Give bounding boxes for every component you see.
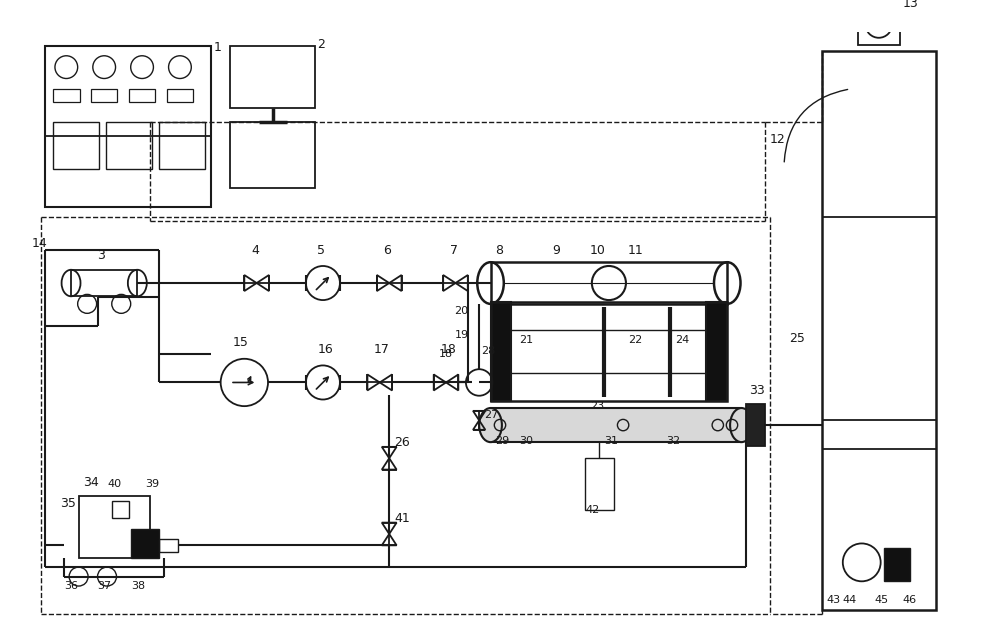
Bar: [746, 404, 765, 446]
Text: 14: 14: [31, 237, 47, 250]
Text: 40: 40: [107, 478, 121, 488]
Text: 35: 35: [60, 497, 76, 510]
Text: 18: 18: [440, 343, 456, 356]
Bar: [822, 51, 936, 610]
Bar: [491, 408, 741, 442]
Text: 31: 31: [604, 436, 618, 446]
Ellipse shape: [730, 408, 753, 442]
Bar: [159, 539, 178, 552]
Text: 39: 39: [145, 478, 159, 488]
Bar: [106, 122, 152, 169]
Text: 21: 21: [519, 334, 533, 345]
Text: 43: 43: [827, 595, 841, 605]
Bar: [91, 89, 117, 102]
Text: 24: 24: [675, 334, 689, 345]
Text: 13: 13: [902, 0, 918, 10]
Text: 29: 29: [495, 436, 510, 446]
Text: 20: 20: [455, 306, 469, 316]
Text: 2: 2: [317, 38, 325, 51]
Text: 11: 11: [628, 244, 644, 257]
Text: 46: 46: [902, 595, 917, 605]
Text: 3: 3: [97, 249, 104, 262]
Bar: [706, 302, 727, 401]
Text: 44: 44: [843, 595, 857, 605]
Text: 38: 38: [131, 581, 145, 591]
Text: 23: 23: [590, 401, 604, 411]
Text: 37: 37: [98, 581, 112, 591]
Text: 22: 22: [628, 334, 642, 345]
Text: 6: 6: [384, 244, 391, 257]
Bar: [858, 4, 900, 45]
Text: 32: 32: [666, 436, 680, 446]
Text: 45: 45: [874, 595, 888, 605]
Text: 18: 18: [438, 349, 453, 359]
Bar: [129, 89, 155, 102]
Text: 28: 28: [481, 346, 495, 356]
Text: 1: 1: [214, 41, 222, 54]
Bar: [491, 302, 727, 401]
Text: 27: 27: [484, 410, 498, 420]
Bar: [491, 302, 511, 401]
Bar: [585, 458, 614, 510]
Bar: [884, 548, 910, 581]
Text: 7: 7: [450, 244, 458, 257]
Text: 17: 17: [374, 343, 390, 356]
Text: 25: 25: [789, 331, 805, 345]
Text: 36: 36: [64, 581, 78, 591]
Ellipse shape: [479, 408, 502, 442]
Bar: [167, 89, 193, 102]
Bar: [230, 46, 315, 108]
Bar: [112, 501, 129, 518]
Text: 5: 5: [317, 244, 325, 257]
Text: 34: 34: [83, 476, 99, 488]
Bar: [45, 46, 211, 207]
Text: 10: 10: [590, 244, 606, 257]
Text: 15: 15: [233, 336, 249, 350]
FancyArrowPatch shape: [784, 90, 848, 162]
Bar: [159, 122, 205, 169]
Bar: [53, 89, 80, 102]
Bar: [71, 270, 137, 297]
Bar: [79, 496, 150, 558]
Text: 42: 42: [585, 505, 599, 515]
Text: 33: 33: [749, 384, 765, 397]
Bar: [230, 122, 315, 188]
Text: 26: 26: [394, 436, 410, 449]
Text: 30: 30: [519, 436, 533, 446]
Text: 16: 16: [317, 343, 333, 356]
Text: 4: 4: [251, 244, 259, 257]
Text: 19: 19: [455, 330, 469, 340]
Bar: [53, 122, 99, 169]
Text: 41: 41: [394, 512, 410, 524]
Text: 8: 8: [495, 244, 503, 257]
Bar: [131, 529, 159, 558]
Bar: [491, 262, 727, 304]
Text: 12: 12: [770, 133, 786, 146]
Text: 9: 9: [552, 244, 560, 257]
